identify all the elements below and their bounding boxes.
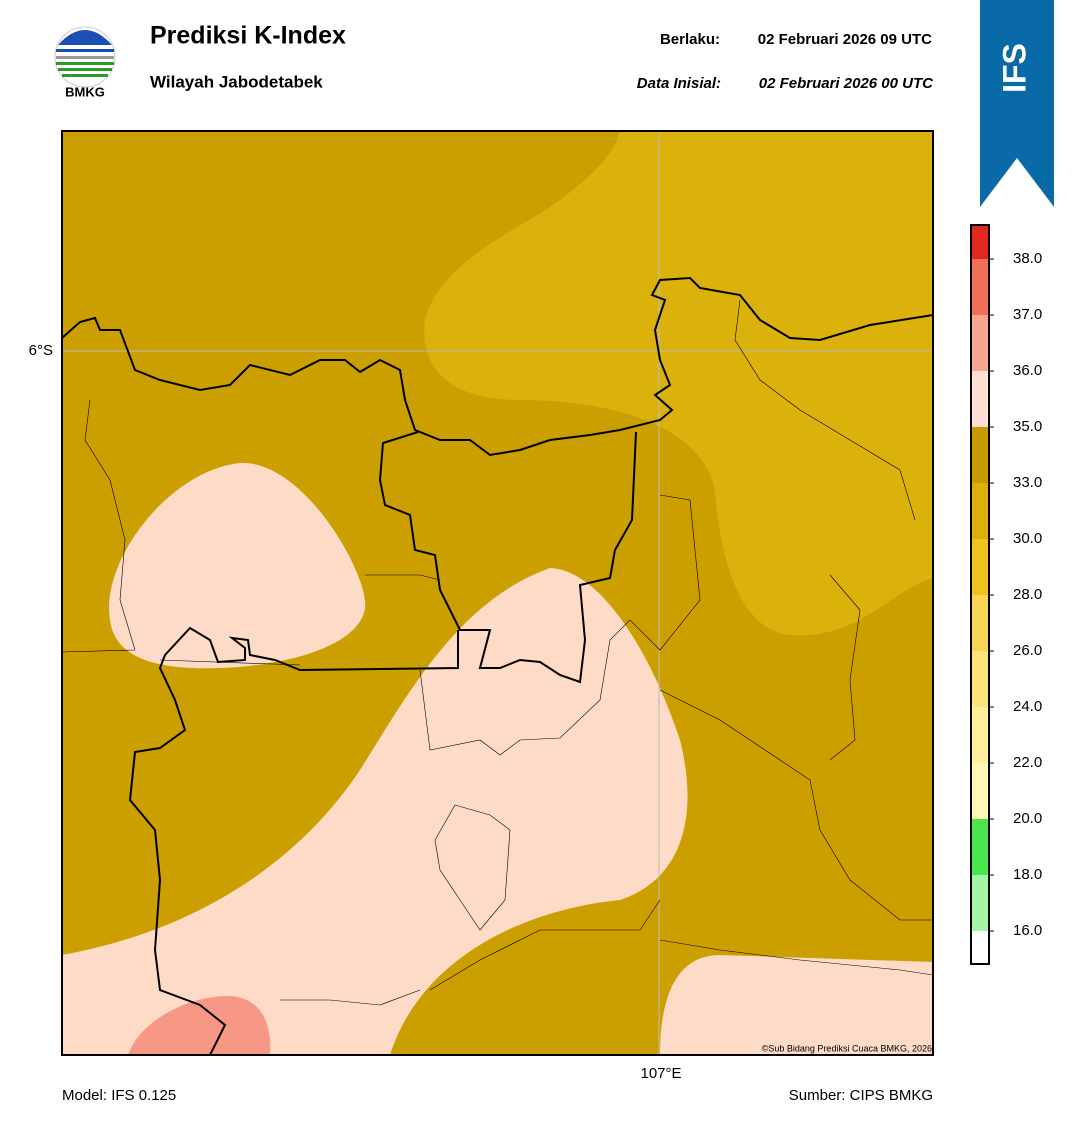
colorbar-tick-label: 35.0 <box>1013 418 1042 435</box>
colorbar-segment <box>971 763 989 819</box>
colorbar-tick-label: 26.0 <box>1013 642 1042 659</box>
colorbar-segment <box>971 651 989 707</box>
colorbar-segment <box>971 483 989 539</box>
colorbar-tick-label: 28.0 <box>1013 586 1042 603</box>
colorbar-segment <box>971 875 989 931</box>
model-badge: IFS <box>980 0 1054 207</box>
colorbar-tick-label: 18.0 <box>1013 866 1042 883</box>
colorbar-tick-label: 37.0 <box>1013 306 1042 323</box>
valid-label: Berlaku: <box>660 31 720 48</box>
model-label: Model: IFS 0.125 <box>62 1087 176 1104</box>
colorbar-tick-label: 36.0 <box>1013 362 1042 379</box>
source-label: Sumber: CIPS BMKG <box>789 1087 933 1104</box>
colorbar-segment <box>971 427 989 483</box>
valid-time: 02 Februari 2026 09 UTC <box>758 31 932 48</box>
lon-label: 107°E <box>640 1065 681 1082</box>
colorbar-segment <box>971 595 989 651</box>
colorbar-tick-label: 30.0 <box>1013 530 1042 547</box>
colorbar-tick-label: 33.0 <box>1013 474 1042 491</box>
colorbar-segment <box>971 371 989 427</box>
badge-text: IFS <box>996 43 1032 93</box>
init-time: 02 Februari 2026 00 UTC <box>759 75 934 92</box>
title: Prediksi K-Index <box>150 22 346 50</box>
map-frame <box>61 130 934 1056</box>
colorbar-segment <box>971 819 989 875</box>
colorbar-segment <box>971 259 989 315</box>
colorbar: 16.0 18.0 20.0 22.0 24.0 26.0 28.0 30.0 33.0 35.0… <box>970 224 1042 965</box>
colorbar-tick-label: 24.0 <box>1013 698 1042 715</box>
colorbar-segment <box>971 225 989 259</box>
logo-text: BMKG <box>65 84 105 99</box>
colorbar-segment <box>971 315 989 371</box>
colorbar-tick-label: 20.0 <box>1013 810 1042 827</box>
map <box>62 131 933 1055</box>
subtitle: Wilayah Jabodetabek <box>150 72 323 91</box>
colorbar-tick-label: 16.0 <box>1013 922 1042 939</box>
credit: ©Sub Bidang Prediksi Cuaca BMKG, 2026 <box>762 1043 932 1053</box>
colorbar-segment <box>971 931 989 964</box>
colorbar-segment <box>971 539 989 595</box>
init-label: Data Inisial: <box>637 75 721 92</box>
colorbar-tick-label: 22.0 <box>1013 754 1042 771</box>
colorbar-tick-label: 38.0 <box>1013 250 1042 267</box>
lat-label: 6°S <box>29 342 53 359</box>
logo: BMKG <box>54 26 116 99</box>
colorbar-segment <box>971 707 989 763</box>
